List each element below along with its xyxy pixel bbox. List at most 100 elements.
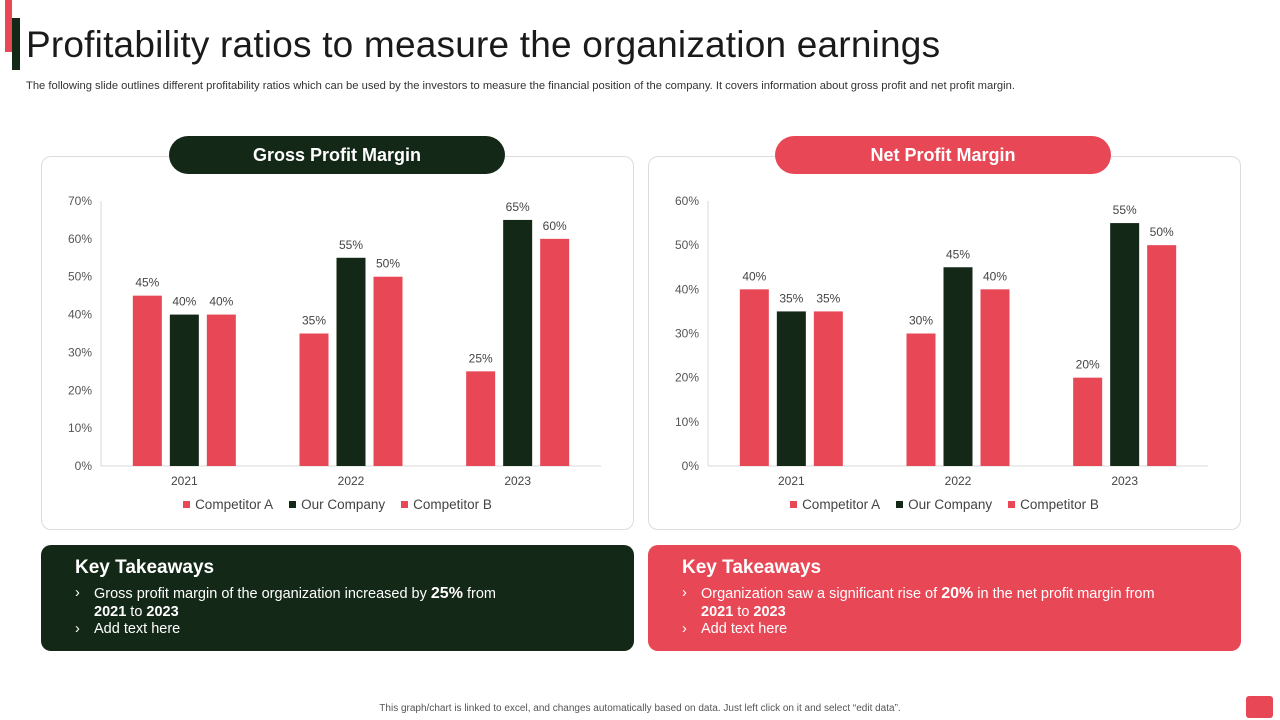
bar	[299, 333, 329, 466]
y-tick-label: 60%	[675, 194, 699, 208]
gross-profit-chart[interactable]: 0% 10% 20% 30% 40% 50% 60% 70% 45% 40% 40% 2021 35% 5…	[42, 157, 635, 531]
takeaway-year-from: 2021	[701, 603, 734, 620]
net-profit-legend: Competitor A Our Company Competitor B	[649, 497, 1240, 512]
bar	[1147, 245, 1177, 466]
takeaway-highlight-value: 25%	[430, 585, 463, 602]
takeaway-title: Key Takeaways	[75, 557, 215, 578]
takeaway-to-word: to	[130, 603, 143, 620]
bar	[813, 311, 843, 466]
bar	[540, 238, 570, 466]
takeaway-line-2: › Add text here	[75, 621, 600, 639]
data-label: 35%	[779, 291, 803, 305]
takeaway-line-1: › Gross profit margin of the organizatio…	[75, 585, 600, 621]
legend-label: Competitor A	[195, 497, 274, 512]
takeaway-line-1: › Organization saw a significant rise of…	[682, 585, 1207, 621]
legend-swatch	[790, 501, 798, 508]
legend-label: Competitor B	[413, 497, 492, 512]
data-label: 35%	[302, 314, 326, 328]
y-tick-label: 20%	[68, 383, 92, 397]
y-tick-label: 30%	[68, 345, 92, 359]
takeaway-year-to: 2023	[753, 603, 786, 620]
bar	[980, 289, 1010, 466]
x-tick-label: 2023	[1111, 474, 1138, 488]
y-tick-label: 0%	[75, 459, 93, 473]
bar	[943, 267, 973, 466]
data-label: 50%	[1150, 225, 1174, 239]
net-profit-title-pill: Net Profit Margin	[775, 136, 1111, 174]
bar	[466, 371, 496, 466]
data-label: 20%	[1076, 358, 1100, 372]
y-tick-label: 40%	[68, 308, 92, 322]
page-subtitle: The following slide outlines different p…	[26, 80, 1015, 92]
legend-item: Competitor A	[183, 497, 273, 512]
data-label: 65%	[506, 200, 530, 214]
legend-swatch	[289, 501, 297, 508]
y-tick-label: 60%	[68, 232, 92, 246]
takeaway-text: Organization saw a significant rise of	[701, 586, 938, 602]
legend-label: Competitor A	[802, 497, 881, 512]
title-accent-dark-bar	[12, 18, 20, 70]
takeaway-highlight-value: 20%	[941, 585, 974, 602]
x-tick-label: 2021	[171, 474, 198, 488]
data-label: 40%	[742, 269, 766, 283]
gross-profit-takeaways: Key Takeaways › Gross profit margin of t…	[41, 545, 634, 651]
data-label: 25%	[469, 351, 493, 365]
bar	[1110, 223, 1140, 466]
bar	[776, 311, 806, 466]
gross-profit-legend: Competitor A Our Company Competitor B	[42, 497, 633, 512]
gross-profit-title-pill: Gross Profit Margin	[169, 136, 505, 174]
y-tick-label: 40%	[675, 282, 699, 296]
takeaway-year-to: 2023	[146, 603, 179, 620]
data-label: 60%	[543, 219, 567, 233]
chevron-right-icon: ›	[75, 585, 80, 601]
legend-item: Competitor B	[401, 497, 492, 512]
y-tick-label: 10%	[68, 421, 92, 435]
data-label: 55%	[339, 238, 363, 252]
data-label: 40%	[209, 295, 233, 309]
net-profit-chart[interactable]: 0% 10% 20% 30% 40% 50% 60% 40% 35% 35% 2021 30% 45% 4…	[649, 157, 1242, 531]
bar	[132, 295, 162, 466]
data-label: 40%	[983, 269, 1007, 283]
y-tick-label: 50%	[68, 270, 92, 284]
legend-item: Our Company	[289, 497, 385, 512]
data-label: 55%	[1113, 203, 1137, 217]
title-accent-red-bar	[5, 0, 12, 52]
data-label: 45%	[135, 276, 159, 290]
x-tick-label: 2023	[504, 474, 531, 488]
takeaway-to-word: to	[737, 603, 750, 620]
bar	[739, 289, 769, 466]
chevron-right-icon: ›	[682, 621, 687, 637]
legend-label: Our Company	[301, 497, 386, 512]
legend-swatch	[1008, 501, 1016, 508]
legend-item: Competitor B	[1008, 497, 1099, 512]
chevron-right-icon: ›	[682, 585, 687, 601]
y-tick-label: 0%	[682, 459, 700, 473]
takeaway-text: Gross profit margin of the organization …	[94, 586, 427, 602]
takeaway-placeholder[interactable]: Add text here	[701, 621, 788, 637]
y-tick-label: 30%	[675, 327, 699, 341]
bar	[336, 257, 366, 466]
x-tick-label: 2022	[338, 474, 365, 488]
legend-item: Competitor A	[790, 497, 880, 512]
corner-decoration	[1246, 696, 1273, 718]
legend-swatch	[401, 501, 409, 508]
x-tick-label: 2021	[778, 474, 805, 488]
page-title: Profitability ratios to measure the orga…	[26, 24, 941, 65]
y-tick-label: 70%	[68, 194, 92, 208]
takeaway-placeholder[interactable]: Add text here	[94, 621, 181, 637]
x-tick-label: 2022	[945, 474, 972, 488]
legend-swatch	[183, 501, 191, 508]
net-profit-takeaways: Key Takeaways › Organization saw a signi…	[648, 545, 1241, 651]
gross-profit-chart-panel[interactable]: 0% 10% 20% 30% 40% 50% 60% 70% 45% 40% 40% 2021 35% 5…	[41, 156, 634, 530]
net-profit-chart-panel[interactable]: 0% 10% 20% 30% 40% 50% 60% 40% 35% 35% 2021 30% 45% 4…	[648, 156, 1241, 530]
takeaway-text: in the net profit margin from	[977, 586, 1155, 602]
y-tick-label: 20%	[675, 371, 699, 385]
legend-label: Our Company	[908, 497, 993, 512]
takeaway-title: Key Takeaways	[682, 557, 822, 578]
legend-item: Our Company	[896, 497, 992, 512]
y-tick-label: 10%	[675, 415, 699, 429]
bar	[503, 219, 533, 466]
takeaway-line-2: › Add text here	[682, 621, 1207, 639]
bar	[373, 276, 403, 466]
bar	[206, 314, 236, 466]
